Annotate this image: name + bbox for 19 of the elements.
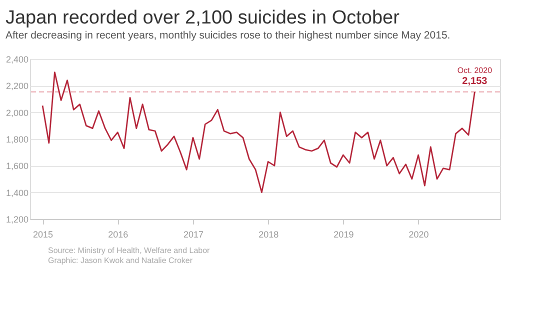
y-tick-label: 2,000 [6, 108, 28, 118]
x-tick-label: 2017 [183, 230, 204, 240]
y-tick-label: 2,200 [6, 81, 28, 92]
y-tick-label: 1,600 [6, 161, 28, 172]
source-note: Source: Ministry of Health, Welfare and Labor [48, 246, 210, 255]
x-tick-label: 2015 [33, 230, 54, 240]
y-tick-label: 1,400 [6, 188, 28, 198]
x-tick-label: 2016 [108, 230, 128, 240]
annotation: 2,153 [462, 76, 488, 87]
y-tick-label: 1,200 [6, 214, 28, 224]
chart-subtitle: After decreasing in recent years, monthly suicides rose to their highest number since May 2015. [5, 30, 450, 42]
x-tick-label: 2018 [258, 230, 279, 240]
text: Graphic: Jason Kwok and Natalie Croker [48, 256, 193, 265]
y-tick-label: 2,400 [6, 54, 28, 64]
x-tick-label: 2020 [408, 230, 429, 240]
x-tick-label: 2019 [334, 230, 354, 240]
chart-title: Japan recorded over 2,100 suicides in October [5, 8, 400, 28]
y-tick-label: 1,800 [6, 134, 28, 144]
annotation: Oct. 2020 [457, 66, 493, 75]
